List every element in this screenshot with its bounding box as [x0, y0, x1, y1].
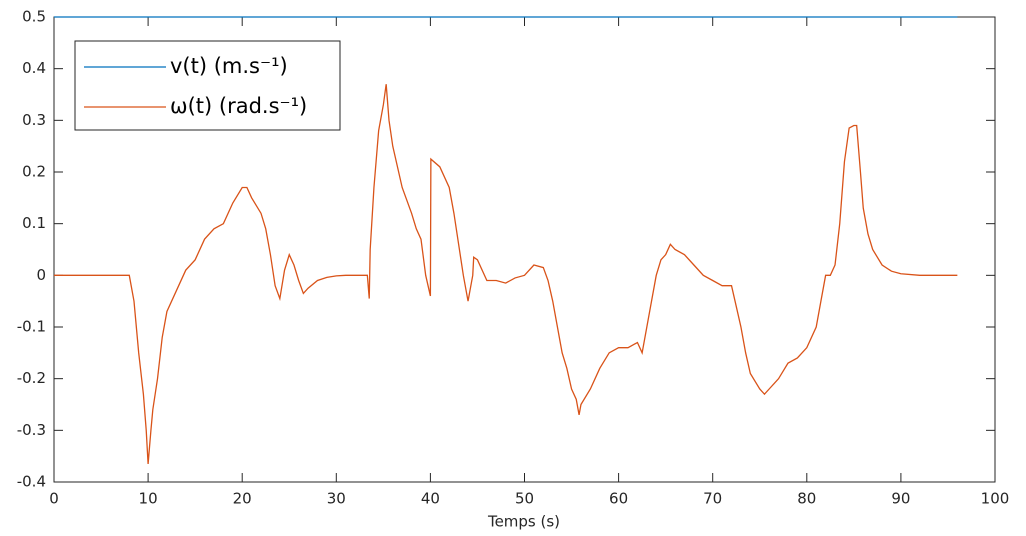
- x-tick-label: 0: [49, 490, 59, 508]
- y-tick-label: 0.4: [22, 59, 46, 77]
- y-tick-label: -0.3: [17, 421, 46, 439]
- x-tick-label: 100: [981, 490, 1010, 508]
- y-tick-label: 0.2: [22, 163, 46, 181]
- x-tick-label: 40: [421, 490, 440, 508]
- x-tick-label: 30: [327, 490, 346, 508]
- legend-box: [74, 40, 341, 131]
- x-tick-label: 80: [797, 490, 816, 508]
- x-axis-label: Temps (s): [487, 513, 560, 531]
- y-tick-label: 0.5: [22, 8, 46, 26]
- x-tick-label: 20: [233, 490, 252, 508]
- x-tick-label: 60: [609, 490, 628, 508]
- y-tick-label: -0.4: [17, 473, 46, 491]
- legend-label: ω(t) (rad.s⁻¹): [170, 94, 307, 118]
- y-tick-label: 0.3: [22, 111, 46, 129]
- y-tick-label: 0.1: [22, 214, 46, 232]
- x-tick-label: 50: [515, 490, 534, 508]
- line-series: [54, 84, 958, 464]
- y-tick-label: -0.2: [17, 369, 46, 387]
- x-tick-label: 10: [139, 490, 158, 508]
- y-tick-label: 0: [36, 266, 46, 284]
- y-tick-label: -0.1: [17, 318, 46, 336]
- x-tick-label: 70: [703, 490, 722, 508]
- legend-label: v(t) (m.s⁻¹): [170, 54, 288, 78]
- x-tick-label: 90: [891, 490, 910, 508]
